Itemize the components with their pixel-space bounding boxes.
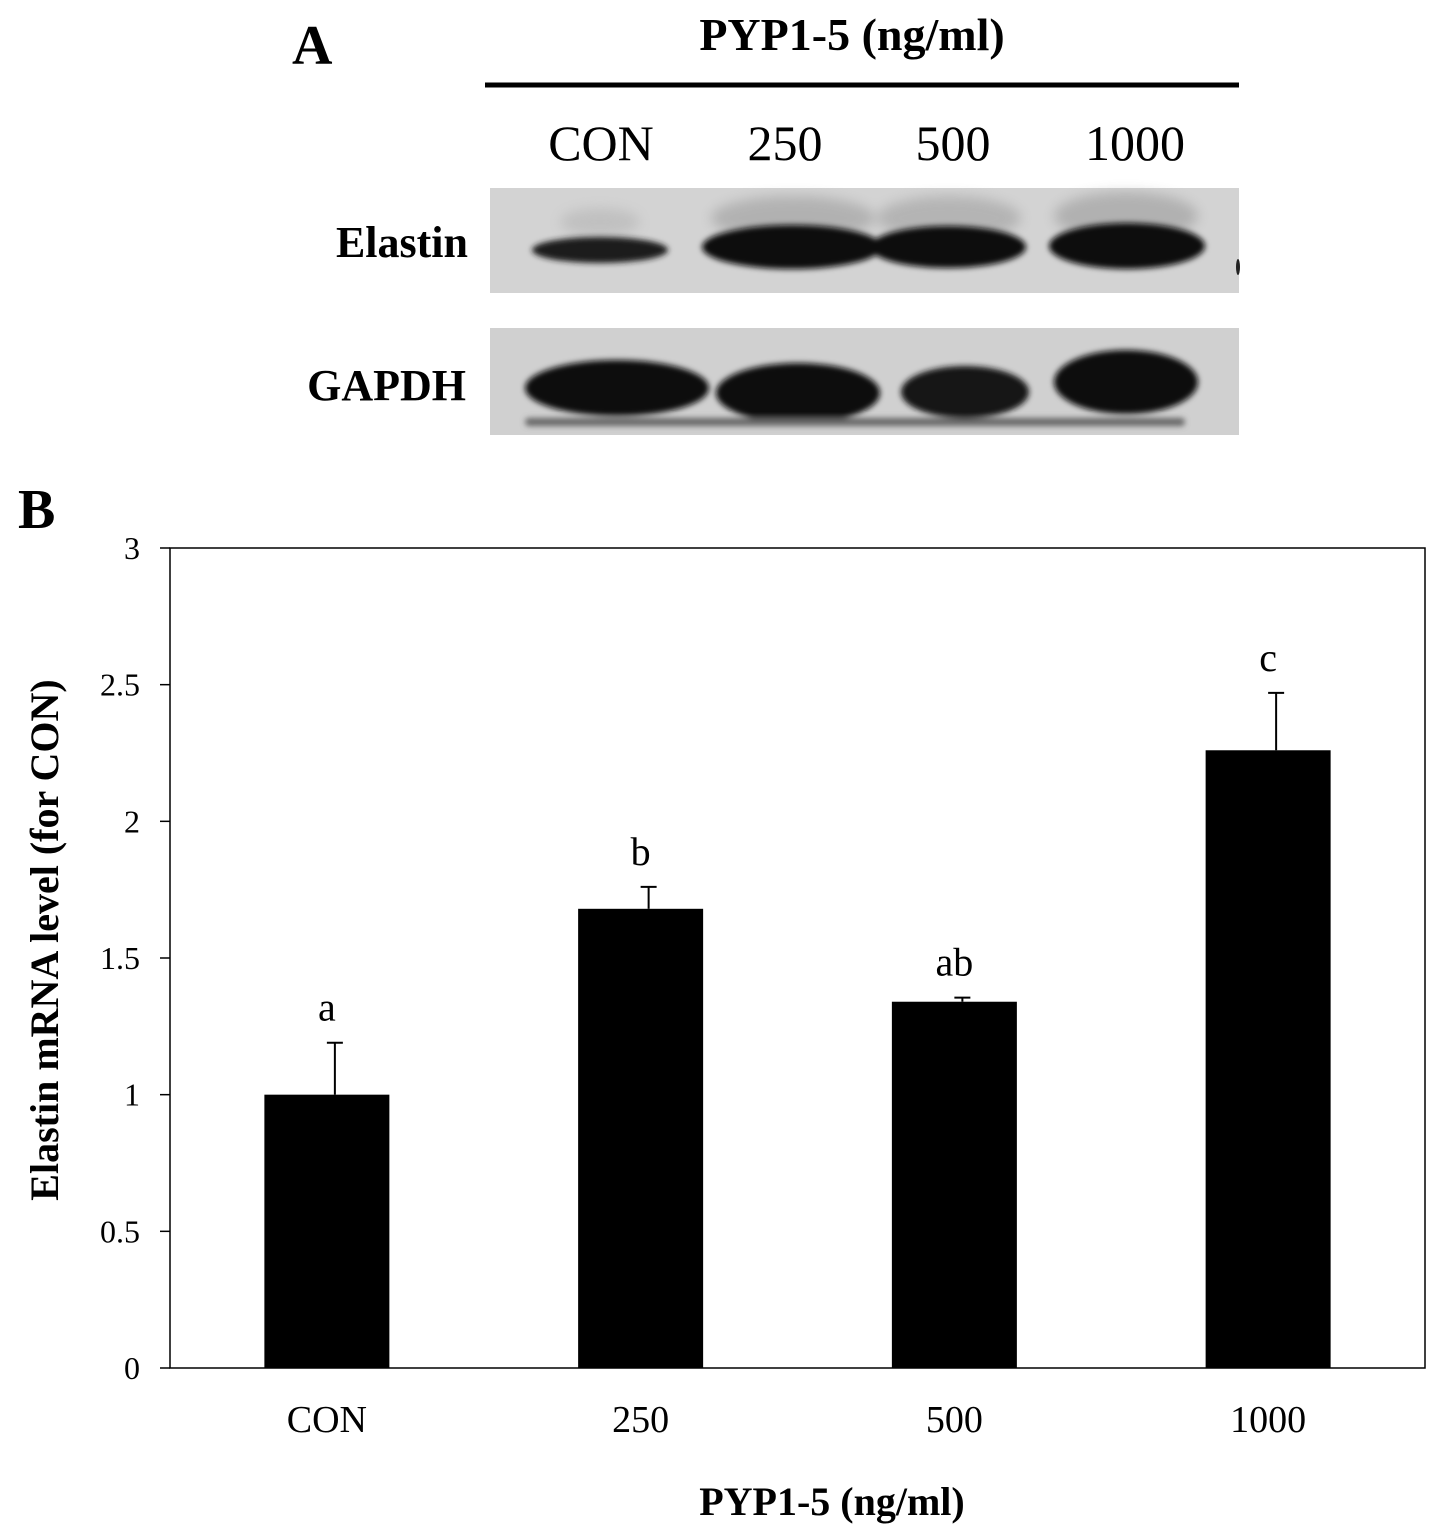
blot-row-label-elastin: Elastin [336, 218, 468, 267]
y-tick-label: 2.5 [100, 667, 140, 703]
bar [578, 908, 704, 1368]
panel-b-letter: B [18, 479, 55, 541]
x-tick-label: CON [287, 1399, 367, 1441]
y-tick-label: 3 [124, 530, 140, 566]
lane-label: 250 [748, 115, 823, 171]
y-tick-label: 0.5 [100, 1213, 140, 1249]
y-tick-label: 0 [124, 1350, 140, 1386]
bar [1205, 750, 1331, 1368]
y-tick-label: 1 [124, 1077, 140, 1113]
panel-a-letter: A [292, 15, 333, 77]
y-tick-label: 2 [124, 803, 140, 839]
significance-label: c [1259, 635, 1277, 680]
blot-row-label-gapdh: GAPDH [307, 361, 466, 410]
significance-label: a [318, 985, 336, 1030]
y-tick-label: 1.5 [100, 940, 140, 976]
elastin-blot [490, 188, 1240, 293]
lane-label: 1000 [1085, 115, 1185, 171]
bar [891, 1001, 1017, 1368]
lane-label: 500 [916, 115, 991, 171]
x-tick-label: 250 [612, 1399, 669, 1441]
blot-header: PYP1-5 (ng/ml) [699, 9, 1004, 60]
bar [264, 1094, 390, 1368]
gapdh-blot [490, 328, 1239, 435]
lane-label: CON [548, 115, 654, 171]
x-axis: CON 250 500 1000 [287, 1399, 1306, 1441]
significance-label: ab [935, 940, 973, 985]
y-axis: 0 0.5 1 1.5 2 2.5 3 [100, 530, 170, 1386]
x-tick-label: 500 [926, 1399, 983, 1441]
significance-label: b [631, 829, 651, 874]
x-axis-label: PYP1-5 (ng/ml) [699, 1479, 965, 1524]
x-tick-label: 1000 [1230, 1399, 1306, 1441]
y-axis-label: Elastin mRNA level (for CON) [22, 679, 67, 1200]
